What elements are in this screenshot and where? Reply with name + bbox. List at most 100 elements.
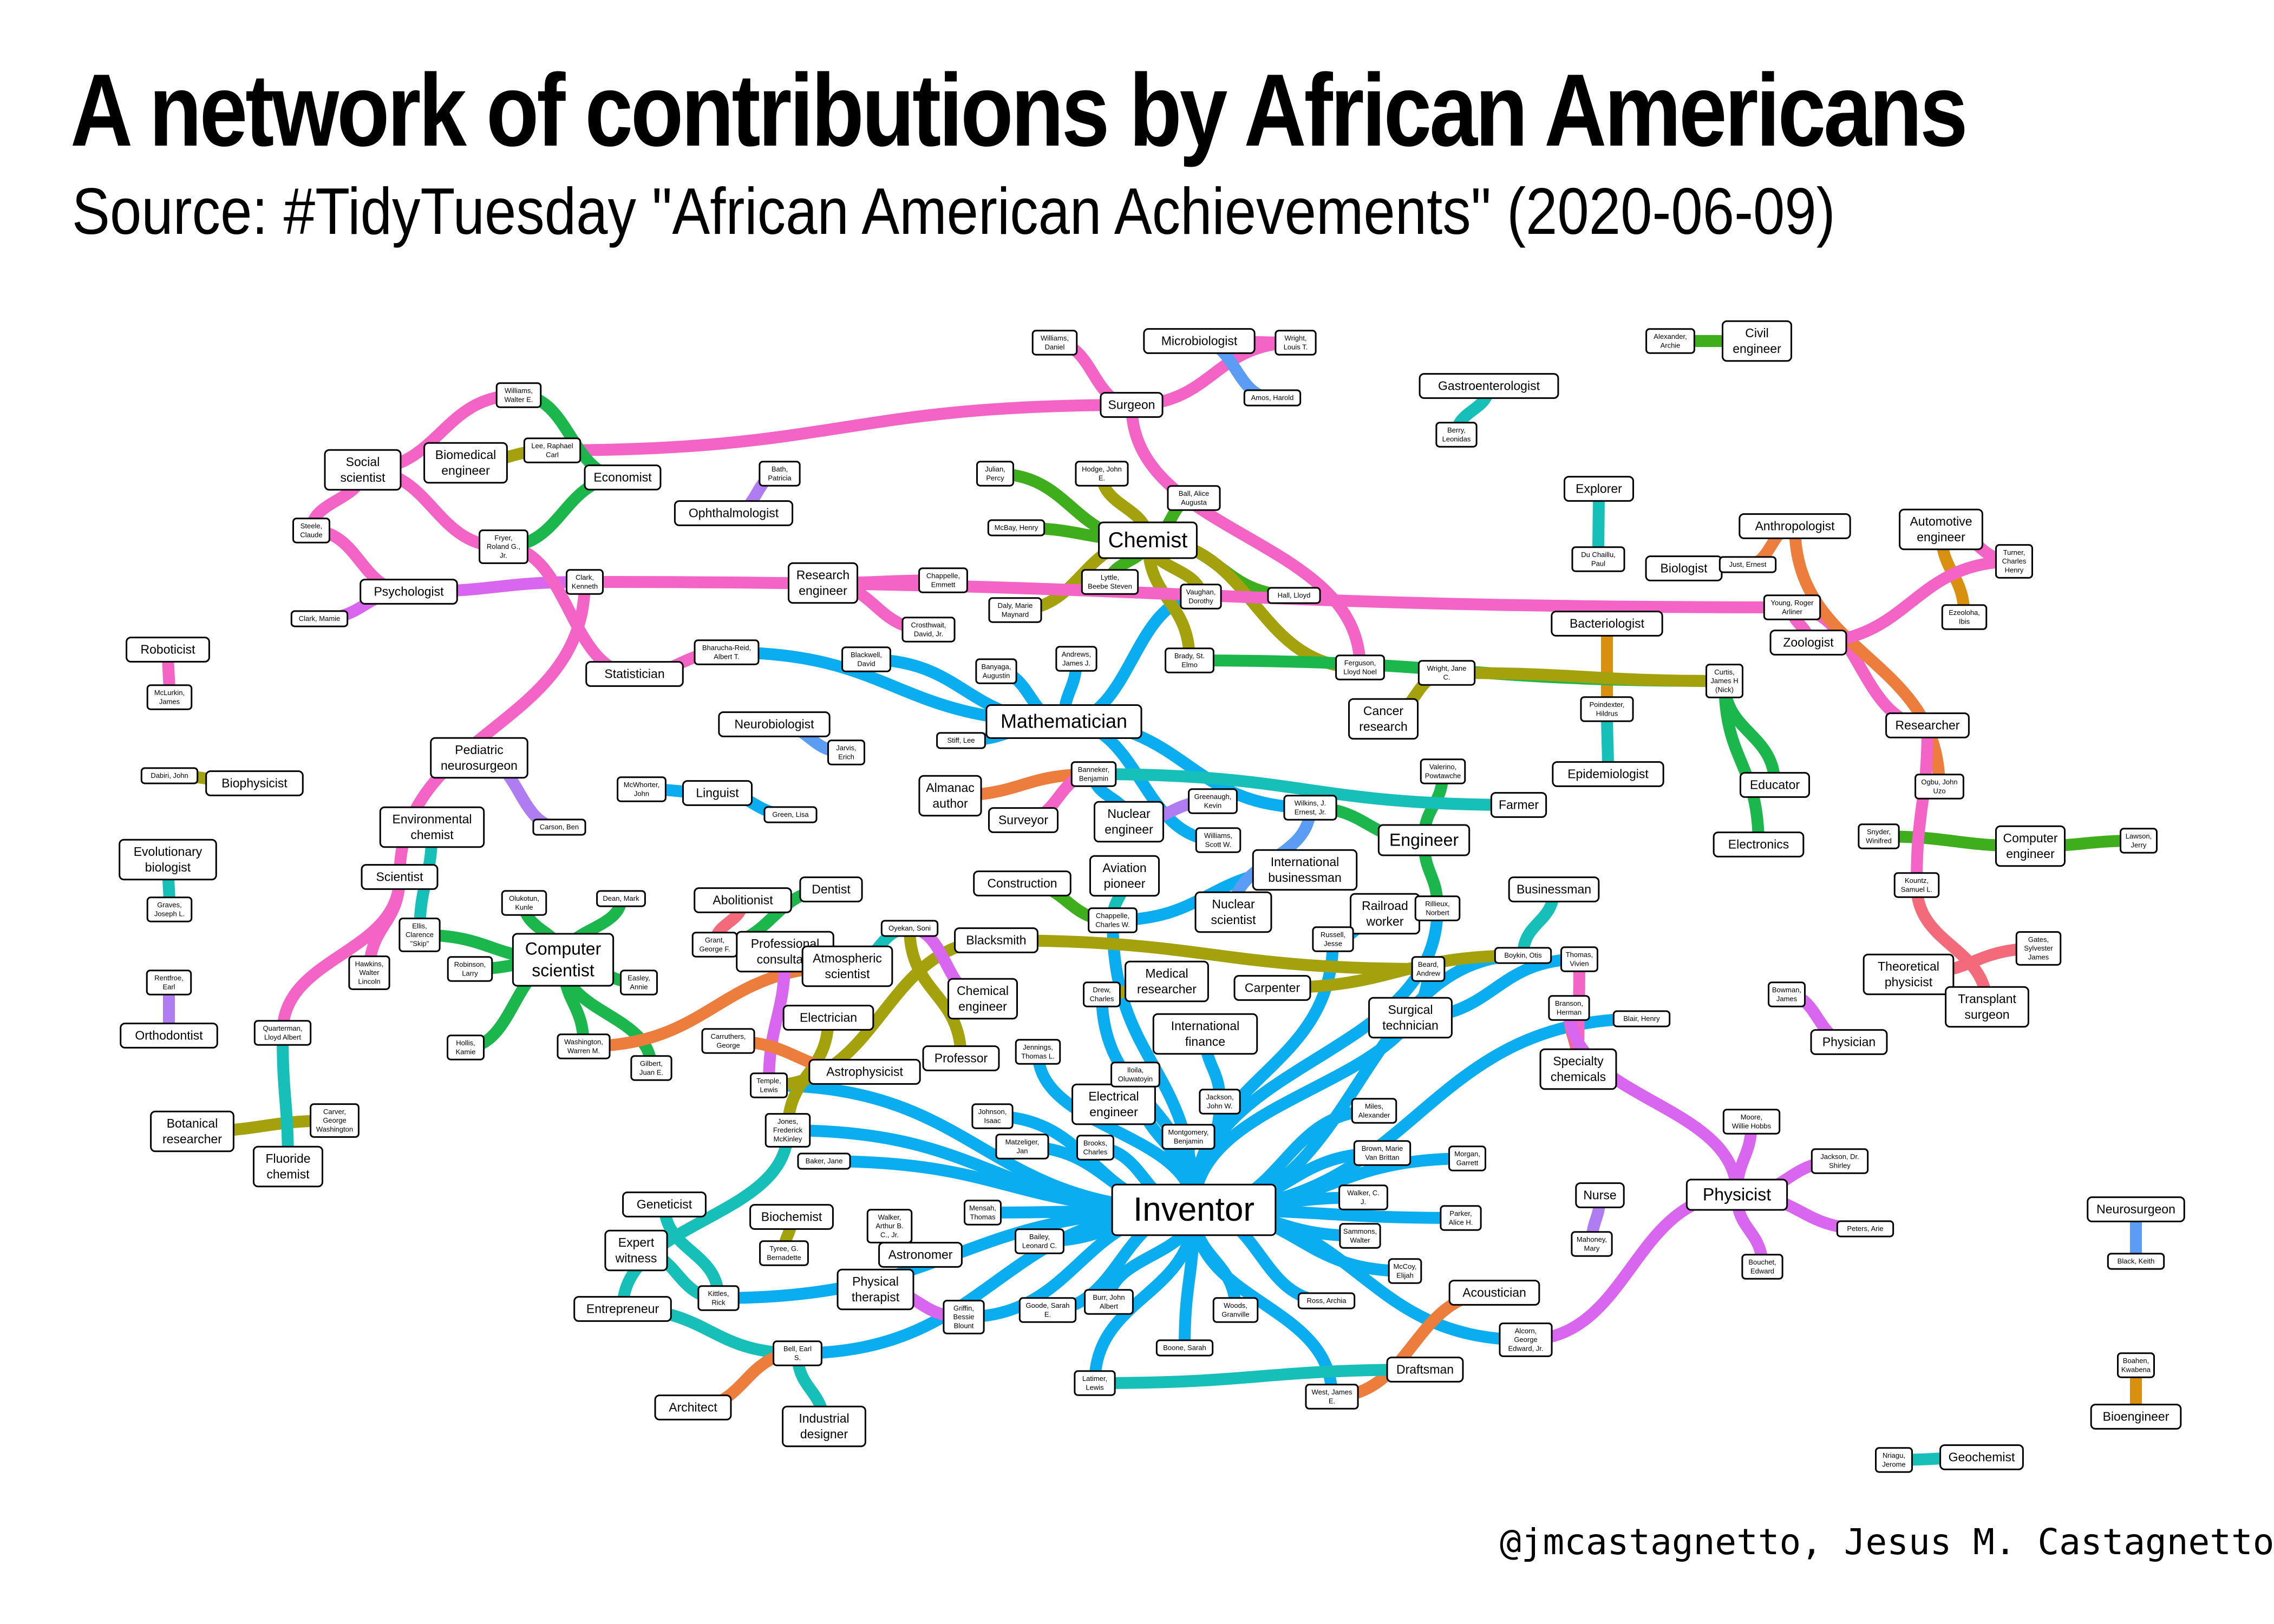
node-label: Abolitionist	[713, 893, 773, 907]
person-node-nriagu-jerome: Nriagu, Jerome	[1875, 1447, 1913, 1473]
person-node-boahen-kwabena: Boahen, Kwabena	[2117, 1352, 2155, 1378]
node-box	[988, 807, 1059, 833]
occupation-node-expert-witness: Expert witness	[604, 1229, 668, 1272]
node-label: Chappelle, Emmett	[926, 572, 960, 588]
node-box	[1739, 772, 1811, 798]
occupation-node-gastroenterologist: Gastroenterologist	[1419, 373, 1559, 399]
person-node-banyaga-augustin: Banyaga, Augustin	[975, 658, 1017, 684]
node-label: Orthodontist	[135, 1028, 203, 1042]
node-box	[988, 597, 1042, 623]
edge-blacksmith-beard_andrew	[990, 934, 1434, 975]
node-box	[1188, 788, 1238, 814]
node-box	[324, 449, 402, 491]
node-box	[1612, 1010, 1671, 1027]
node-box	[866, 1209, 913, 1243]
chart-title: A network of contributions by African Am…	[70, 53, 1968, 168]
node-box	[1194, 891, 1272, 933]
node-label: Lyttle, Beebe Steven	[1088, 573, 1132, 590]
node-label: Atmospheric scientist	[813, 951, 882, 981]
node-label: Roboticist	[141, 642, 196, 656]
node-label: Draftsman	[1396, 1362, 1454, 1376]
person-node-tyree-bernadette: Tyree, G. Bernadette	[759, 1240, 809, 1266]
edge-inventor-blair_henry	[1188, 1013, 1648, 1216]
node-box	[1348, 698, 1419, 740]
node-label: Surgeon	[1108, 397, 1155, 411]
person-node-lyttle-beebe: Lyttle, Beebe Steven	[1081, 569, 1139, 595]
node-box	[694, 639, 760, 665]
person-node-blackwell-david: Blackwell, David	[841, 646, 891, 672]
node-box	[1914, 774, 1964, 800]
occupation-node-geneticist: Geneticist	[622, 1191, 707, 1217]
person-node-bouchet-edward: Bouchet, Edward	[1741, 1254, 1783, 1280]
person-node-moore-willie: Moore, Willie Hobbs	[1722, 1109, 1781, 1135]
node-label: Acoustician	[1462, 1285, 1526, 1299]
node-box	[971, 1103, 1014, 1129]
node-label: Matzeliger, Jan	[1005, 1138, 1040, 1155]
occupation-node-specialty-chemicals: Specialty chemicals	[1539, 1048, 1617, 1090]
node-label: Williams, Daniel	[1041, 334, 1069, 351]
edge-transplant_surgeon-kountz_samuel	[1911, 879, 1993, 1013]
node-box	[1448, 1280, 1540, 1306]
person-node-lee-raphael: Lee, Raphael Carl	[523, 437, 581, 463]
person-node-graves-joseph: Graves, Joseph L.	[146, 896, 193, 922]
occupation-node-surgical-technician: Surgical technician	[1368, 997, 1453, 1039]
node-label: Jones, Frederick McKinley	[773, 1117, 803, 1143]
node-box	[973, 870, 1071, 896]
node-label: Washington, Warren M.	[564, 1038, 603, 1055]
node-box	[1420, 758, 1466, 784]
node-label: Anthropologist	[1755, 519, 1835, 533]
person-node-wilkins-ernest: Wilkins, J. Ernest, Jr.	[1283, 795, 1337, 821]
person-node-jackson-shirley: Jackson, Dr. Shirley	[1811, 1148, 1869, 1174]
node-label: Nuclear scientist	[1211, 897, 1256, 927]
person-node-jarvis-erich: Jarvis, Erich	[827, 739, 865, 765]
person-node-jones-frederick: Jones, Frederick McKinley	[764, 1113, 811, 1148]
person-node-black-keith: Black, Keith	[2107, 1253, 2165, 1270]
node-label: Oyekan, Soni	[888, 924, 931, 932]
node-label: Industrial designer	[799, 1411, 849, 1441]
person-node-mcwhorter-john: McWhorter, John	[617, 776, 666, 802]
node-box	[1414, 895, 1461, 921]
network-edges	[162, 335, 2145, 1466]
node-label: Neurosurgeon	[2096, 1202, 2175, 1216]
person-node-rentfroe-earl: Rentfroe, Earl	[146, 970, 192, 996]
occupation-node-biophysicist: Biophysicist	[205, 770, 304, 796]
node-box	[1435, 422, 1478, 448]
node-box	[1031, 330, 1078, 356]
occupation-node-bacteriologist: Bacteriologist	[1551, 611, 1663, 637]
node-box	[1722, 1109, 1781, 1135]
edge-electronics-curtis_james	[1718, 675, 1765, 850]
node-label: Bailey, Leonard C.	[1022, 1233, 1057, 1249]
node-label: Research engineer	[796, 568, 850, 598]
node-label: Blair, Henry	[1623, 1014, 1660, 1023]
node-box	[918, 567, 968, 593]
node-box	[398, 918, 441, 952]
node-box	[1645, 328, 1695, 354]
node-label: Carruthers, George	[710, 1032, 746, 1049]
node-box	[1297, 1292, 1356, 1309]
occupation-node-inventor: Inventor	[1111, 1183, 1277, 1236]
node-label: Bacteriologist	[1570, 616, 1645, 630]
person-node-mensah-thomas: Mensah, Thomas	[964, 1200, 1002, 1226]
node-label: Morgan, Garrett	[1454, 1150, 1480, 1167]
person-node-latimer-lewis: Latimer, Lewis	[1074, 1370, 1116, 1396]
node-label: Bouchet, Edward	[1748, 1258, 1776, 1275]
node-label: Williams, Walter E.	[505, 387, 533, 403]
occupation-node-computer-engineer: Computer engineer	[1995, 825, 2066, 867]
occupation-node-chemist: Chemist	[1098, 521, 1198, 559]
node-box	[604, 1229, 668, 1272]
node-label: Civil engineer	[1733, 326, 1781, 356]
node-label: Quarterman, Lloyd Albert	[263, 1024, 303, 1041]
node-label: Engineer	[1389, 830, 1459, 849]
person-node-curtis-james: Curtis, James H (Nick)	[1706, 664, 1743, 698]
node-box	[620, 970, 658, 996]
node-box	[348, 955, 390, 990]
node-box	[2015, 931, 2062, 966]
node-label: Educator	[1750, 777, 1800, 791]
node-box	[1195, 827, 1241, 853]
node-label: Pediatric neurosurgeon	[441, 743, 518, 772]
occupation-node-computer-scientist: Computer scientist	[512, 933, 615, 987]
node-box	[1267, 587, 1321, 604]
node-label: Baker, Jane	[806, 1157, 843, 1165]
node-label: Mathematician	[1001, 710, 1127, 732]
node-box	[808, 1059, 921, 1085]
